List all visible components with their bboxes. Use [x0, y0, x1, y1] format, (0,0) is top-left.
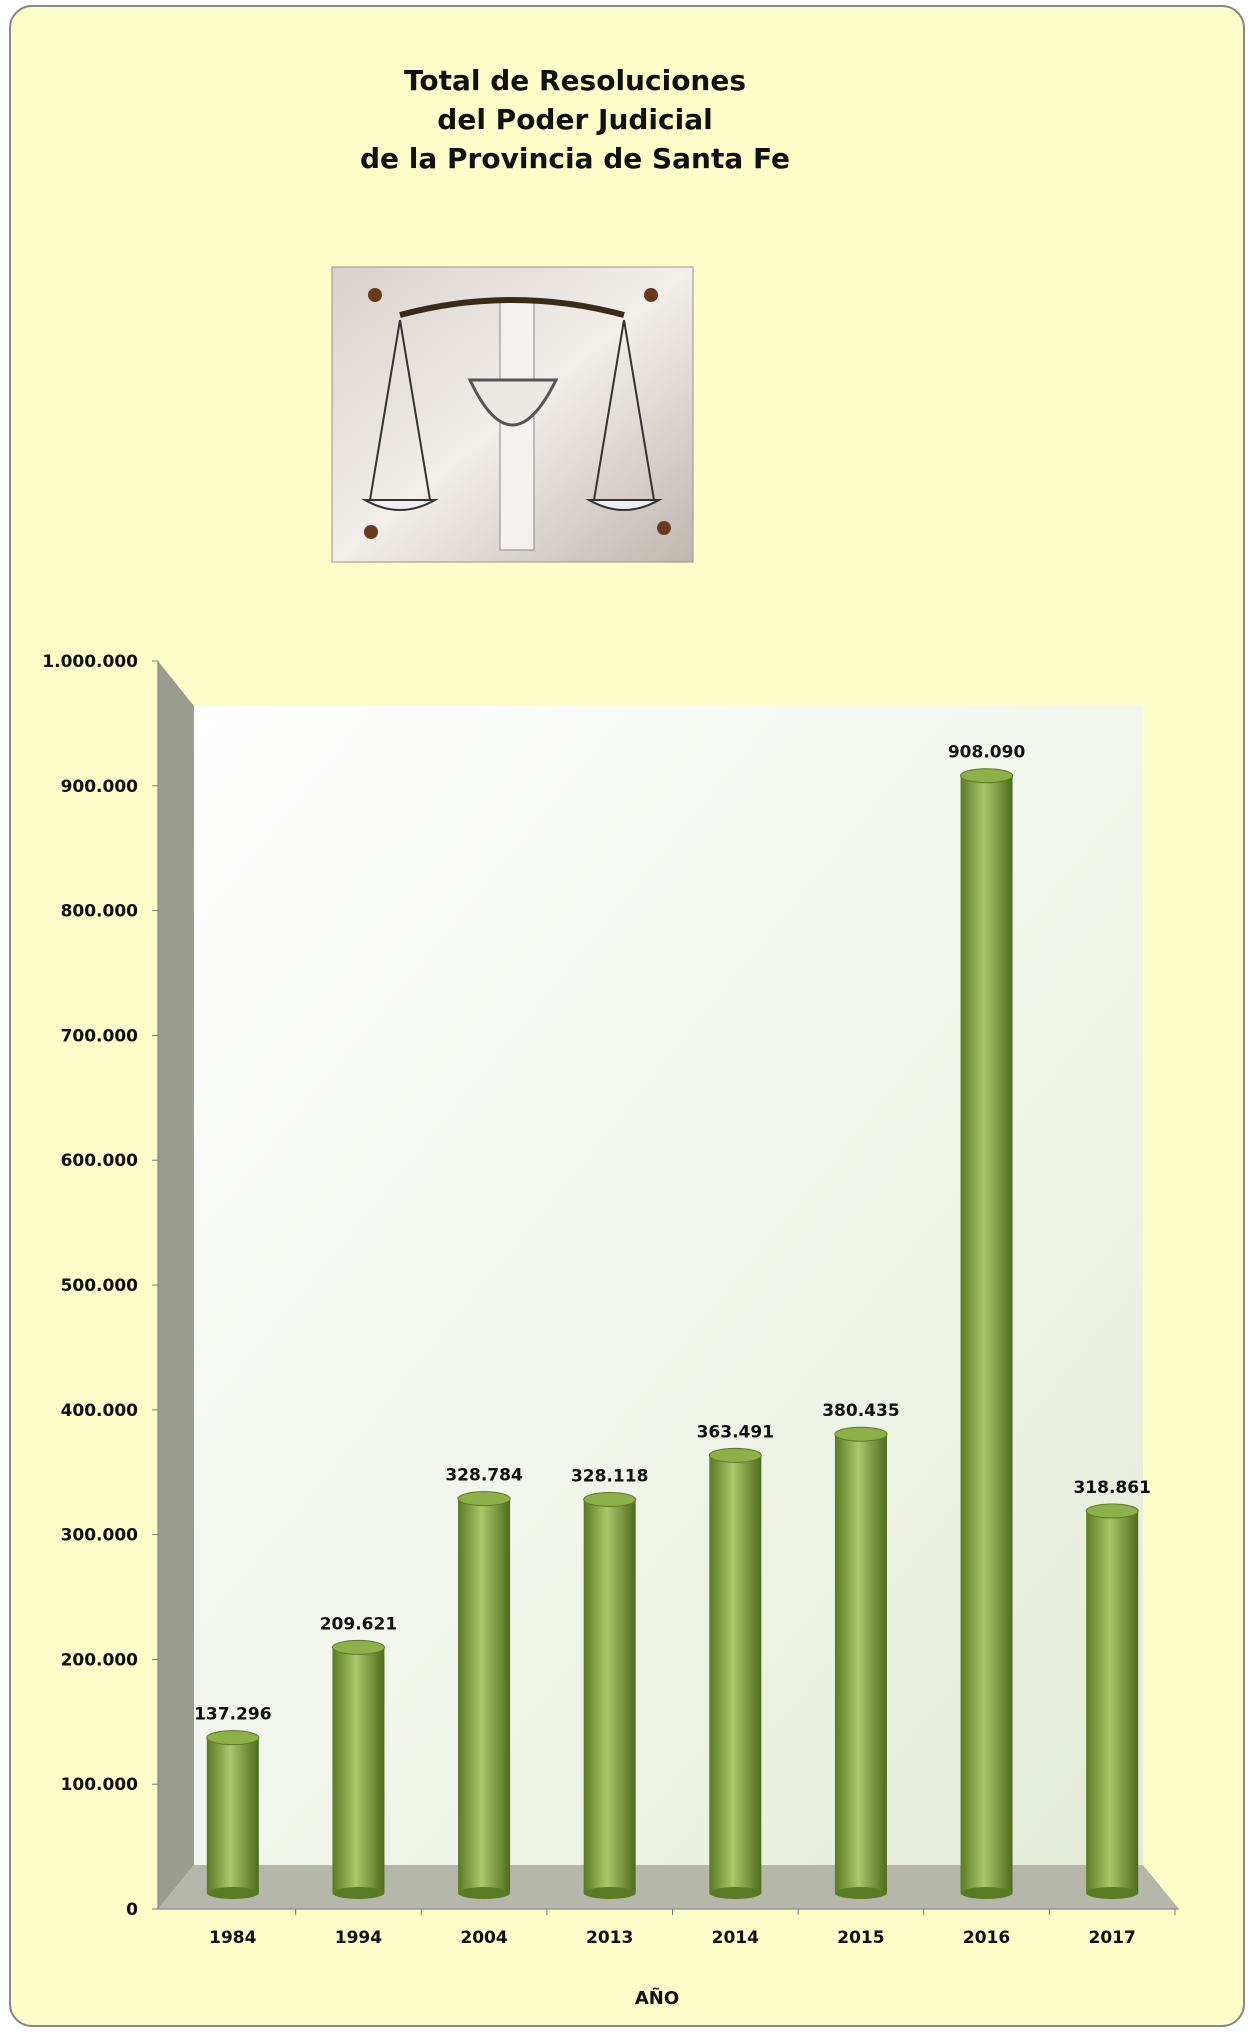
bar-top: [835, 1427, 887, 1441]
value-label: 328.118: [571, 1467, 648, 1487]
title-line: del Poder Judicial: [437, 103, 712, 136]
x-tick-label: 2013: [586, 1928, 633, 1948]
x-tick-label: 2016: [963, 1928, 1010, 1948]
title-line: Total de Resoluciones: [404, 64, 746, 97]
bar: [207, 1738, 259, 1893]
y-tick-label: 900.000: [61, 777, 139, 797]
bar: [835, 1434, 887, 1893]
justice-emblem: [332, 267, 693, 562]
bar: [332, 1647, 384, 1893]
x-tick-label: 2015: [837, 1928, 884, 1948]
value-label: 209.621: [320, 1614, 397, 1634]
y-tick-label: 300.000: [61, 1526, 139, 1546]
chart: Total de Resoluciones del Poder Judicial…: [0, 0, 1254, 2035]
bar-base: [458, 1887, 510, 1899]
bar-top: [207, 1731, 259, 1745]
y-tick-label: 800.000: [61, 902, 139, 922]
y-tick-label: 1.000.000: [42, 652, 138, 672]
y-tick-label: 500.000: [61, 1276, 139, 1296]
y-tick-label: 100.000: [61, 1775, 139, 1795]
y-tick-label: 700.000: [61, 1026, 139, 1046]
value-label: 318.861: [1073, 1478, 1150, 1498]
bar: [1086, 1511, 1138, 1893]
x-tick-label: 2014: [712, 1928, 759, 1948]
bar-base: [1086, 1887, 1138, 1899]
bar-base: [584, 1887, 636, 1899]
bar: [961, 776, 1013, 1893]
x-tick-label: 2017: [1089, 1928, 1136, 1948]
x-tick-label: 2004: [460, 1928, 507, 1948]
value-label: 328.784: [445, 1466, 523, 1486]
bar: [709, 1455, 761, 1893]
y-tick-label: 0: [126, 1900, 138, 1920]
x-tick-label: 1984: [209, 1928, 256, 1948]
y-tick-label: 600.000: [61, 1151, 139, 1171]
bar: [458, 1499, 510, 1893]
value-label: 908.090: [948, 743, 1026, 763]
bar-base: [835, 1887, 887, 1899]
bar-base: [207, 1887, 259, 1899]
bar-top: [584, 1493, 636, 1507]
y-tick-label: 200.000: [61, 1650, 139, 1670]
x-axis-label: AÑO: [635, 1986, 679, 2009]
value-label: 380.435: [822, 1401, 899, 1421]
bar-top: [458, 1492, 510, 1506]
bar: [584, 1500, 636, 1893]
plot-walls: [158, 661, 1179, 1909]
bar-top: [1086, 1504, 1138, 1518]
bar-base: [332, 1887, 384, 1899]
value-label: 363.491: [697, 1422, 774, 1442]
y-tick-label: 400.000: [61, 1401, 139, 1421]
bar-base: [961, 1887, 1013, 1899]
bar-top: [332, 1640, 384, 1654]
x-tick-label: 1994: [335, 1928, 382, 1948]
bar-top: [961, 769, 1013, 783]
title-line: de la Provincia de Santa Fe: [360, 142, 790, 175]
bar-top: [709, 1448, 761, 1462]
value-label: 137.296: [194, 1705, 271, 1725]
bar-base: [709, 1887, 761, 1899]
